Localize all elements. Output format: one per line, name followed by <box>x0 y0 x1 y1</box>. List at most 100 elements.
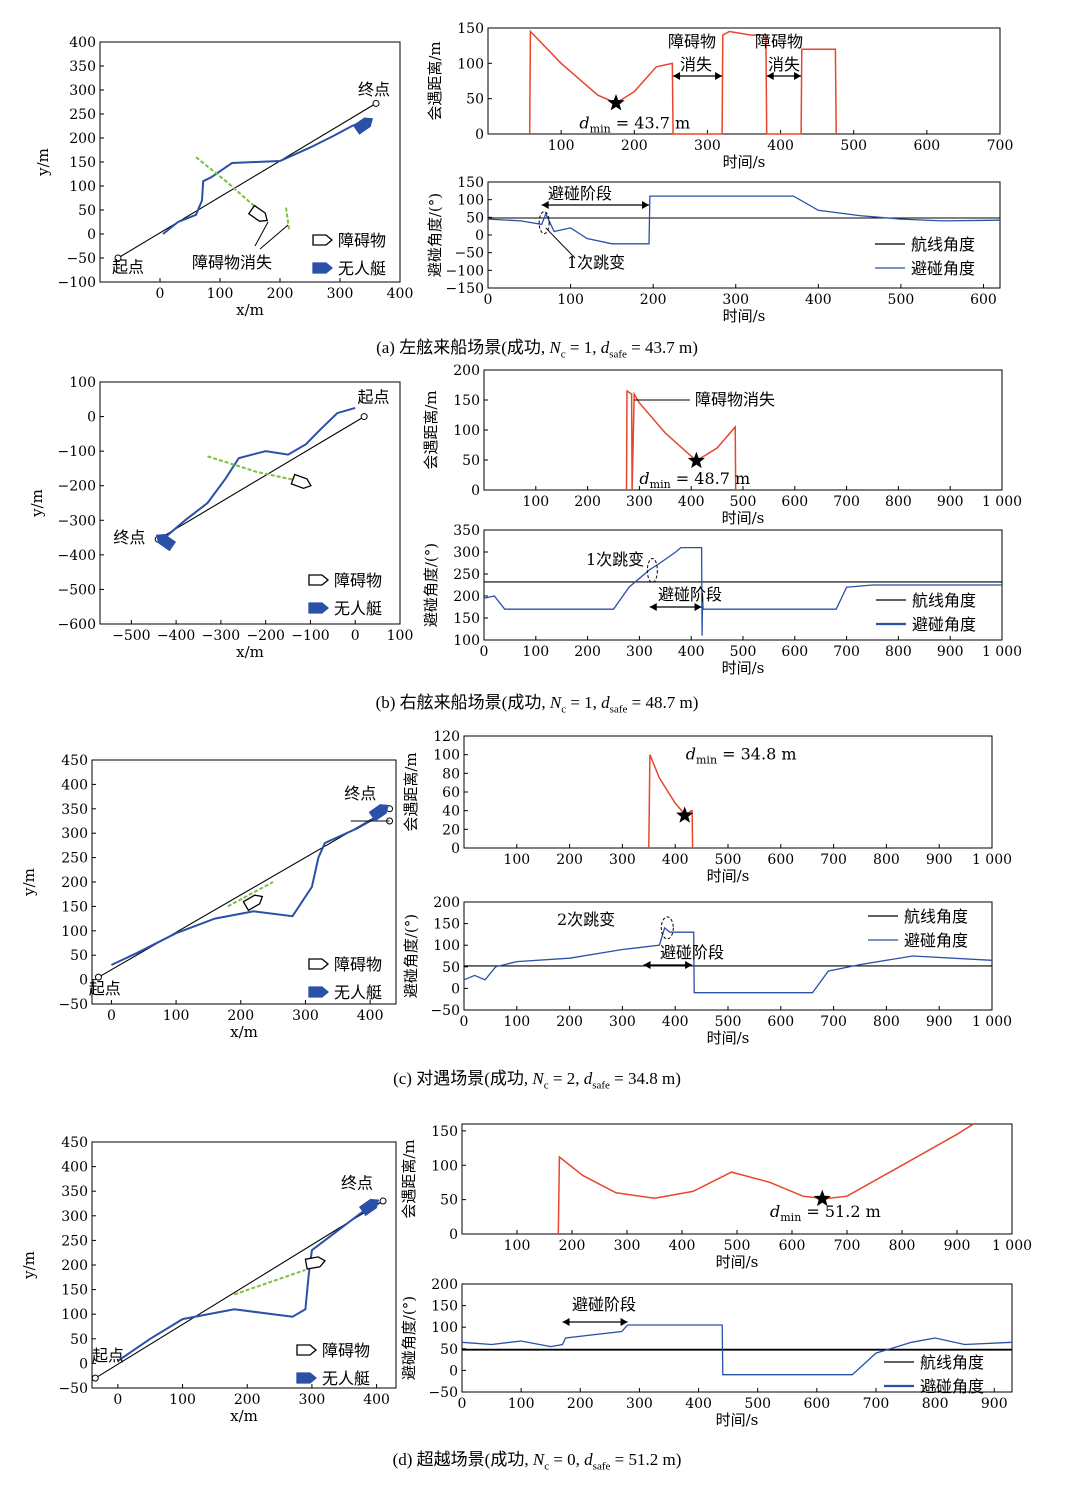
y-tick-label: 400 <box>69 35 96 51</box>
y-tick-label: 0 <box>87 227 96 243</box>
start-point-label: 起点 <box>92 1346 124 1365</box>
usv-ship-icon <box>358 1198 380 1217</box>
vanish-range-arrow-2-head-l <box>766 72 774 80</box>
y-tick-label: 450 <box>61 753 88 769</box>
x-tick-label: 1 000 <box>992 1238 1032 1254</box>
y-tick-label: 150 <box>61 899 88 915</box>
y-tick-label: 100 <box>69 179 96 195</box>
y-axis-label: y/m <box>34 148 52 177</box>
y-tick-label: 50 <box>466 92 484 108</box>
y-tick-label: 250 <box>69 107 96 123</box>
y-axis-label: 会遇距离/m <box>400 1139 418 1218</box>
x-tick-label: 400 <box>669 1238 696 1254</box>
avoid-phase-arrow-head-r <box>642 201 650 209</box>
usv-ship-icon-shape <box>155 533 177 552</box>
caption-a: (a) 左舷来船场景(成功, Nc = 1, dsafe = 43.7 m) <box>376 338 698 361</box>
avoid-phase-arrow-head-l <box>562 1318 570 1326</box>
y-tick-label: 150 <box>433 917 460 933</box>
legend-usv-icon-shape <box>312 262 334 274</box>
avoid-angle-line <box>483 546 1002 636</box>
distance-series-line <box>625 389 737 491</box>
legend-usv-icon-shape <box>308 986 330 998</box>
y-tick-label: 350 <box>61 1184 88 1200</box>
x-tick-label: 100 <box>504 1238 531 1254</box>
y-tick-label: −400 <box>58 548 96 564</box>
y-tick-label: 50 <box>70 948 88 964</box>
x-tick-label: −200 <box>246 628 284 644</box>
obstacle-ship-icon <box>242 894 264 912</box>
y-tick-label: 0 <box>451 841 460 857</box>
obstacle-vanish-label: 障碍物消失 <box>192 253 272 272</box>
jump-marker-ellipse <box>660 916 674 940</box>
vanish-range-arrow-1-head-l <box>673 72 681 80</box>
y-tick-label: 350 <box>61 802 88 818</box>
vanish-label-2b: 消失 <box>768 55 800 74</box>
y-tick-label: 50 <box>466 210 484 226</box>
x-tick-label: 700 <box>820 1014 847 1030</box>
x-tick-label: 200 <box>621 138 648 154</box>
x-tick-label: −100 <box>291 628 329 644</box>
y-tick-label: 250 <box>61 1233 88 1249</box>
x-tick-label: 900 <box>937 494 964 510</box>
x-tick-label: 100 <box>207 286 234 302</box>
avoid-phase-label: 避碰阶段 <box>572 1295 636 1314</box>
x-tick-label: 500 <box>888 292 915 308</box>
legend-obstacle-icon-shape <box>312 234 334 246</box>
x-tick-label: 600 <box>913 138 940 154</box>
x-tick-label: 300 <box>614 1238 641 1254</box>
jump-label: 2次跳变 <box>557 910 615 929</box>
route-end-marker <box>372 99 380 107</box>
x-tick-label: 500 <box>724 1238 751 1254</box>
x-tick-label: 400 <box>767 138 794 154</box>
x-tick-label: 0 <box>107 1008 116 1024</box>
dmin-label: dmin = 43.7 m <box>579 113 690 135</box>
x-tick-label: 0 <box>113 1392 122 1408</box>
x-tick-label: 300 <box>694 138 721 154</box>
start-point-label: 起点 <box>89 979 121 998</box>
avoid-angle-line <box>487 195 1001 245</box>
x-tick-label: 900 <box>926 1014 953 1030</box>
panel-c: 0 100 200 300 400−50050100150200250300350400… <box>20 729 1012 1047</box>
y-axis-label: 避碰角度/(°) <box>402 914 420 998</box>
end-point-label: 终点 <box>344 784 376 803</box>
y-tick-label: 100 <box>457 193 484 209</box>
x-tick-label: −400 <box>157 628 195 644</box>
x-axis-label: 时间/s <box>707 1029 750 1047</box>
legend-obstacle-icon <box>308 958 330 970</box>
y-axis-label: y/m <box>20 868 38 897</box>
y-tick-label: 0 <box>79 973 88 989</box>
y-tick-label: 100 <box>457 56 484 72</box>
y-tick-label: −50 <box>430 1003 460 1019</box>
y-tick-label: 400 <box>61 777 88 793</box>
x-tick-label: 100 <box>508 1396 535 1412</box>
usv-path <box>162 406 356 541</box>
dmin-star-marker <box>813 1189 831 1207</box>
vanish-label-1a: 障碍物 <box>668 32 716 51</box>
route-line <box>94 1200 384 1379</box>
legend-obstacle-label: 障碍物 <box>334 571 382 590</box>
y-tick-label: 350 <box>69 59 96 75</box>
y-tick-label: 150 <box>431 1299 458 1315</box>
x-tick-label: 800 <box>885 494 912 510</box>
x-tick-label: 200 <box>574 494 601 510</box>
legend-obstacle-icon <box>296 1344 318 1356</box>
route-line <box>117 102 377 259</box>
jump-marker-ellipse <box>646 557 658 583</box>
x-tick-label: 800 <box>873 852 900 868</box>
y-tick-label: 80 <box>442 766 460 782</box>
vanish-range-arrow-2-head-r <box>794 72 802 80</box>
y-tick-label: 50 <box>78 203 96 219</box>
x-tick-label: 800 <box>922 1396 949 1412</box>
usv-ship-icon-shape <box>358 1198 380 1217</box>
x-tick-label: 500 <box>730 494 757 510</box>
y-tick-label: 0 <box>475 228 484 244</box>
x-tick-label: 500 <box>715 852 742 868</box>
x-axis-label: x/m <box>236 301 264 319</box>
y-tick-label: 50 <box>442 960 460 976</box>
legend-avoid-label: 避碰角度 <box>904 931 968 950</box>
legend-usv-icon <box>308 986 330 998</box>
x-tick-label: 0 <box>484 292 493 308</box>
x-tick-label: 600 <box>781 644 808 660</box>
obstacle-ship-icon-shape <box>247 204 269 222</box>
x-axis-label: 时间/s <box>722 659 765 677</box>
